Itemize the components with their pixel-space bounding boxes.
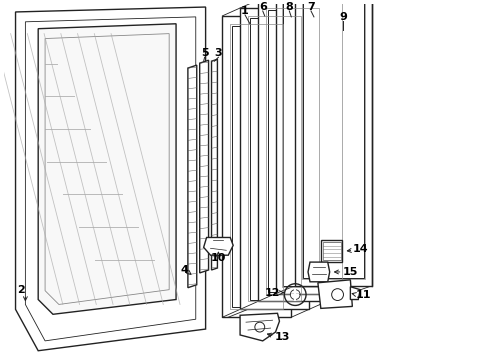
Polygon shape (250, 18, 299, 300)
Text: 4: 4 (180, 265, 188, 275)
Polygon shape (200, 60, 209, 273)
Polygon shape (16, 7, 206, 351)
Polygon shape (188, 65, 197, 288)
Text: 3: 3 (215, 48, 222, 58)
Polygon shape (268, 10, 317, 292)
Polygon shape (303, 0, 364, 278)
Polygon shape (318, 280, 352, 309)
Polygon shape (222, 16, 291, 317)
Polygon shape (240, 8, 309, 309)
Text: 6: 6 (259, 2, 267, 12)
Polygon shape (275, 0, 349, 294)
Text: 11: 11 (355, 289, 371, 300)
Text: 5: 5 (201, 48, 208, 58)
Text: 9: 9 (340, 12, 347, 22)
Text: 1: 1 (241, 6, 249, 16)
Polygon shape (232, 26, 281, 307)
Polygon shape (38, 24, 176, 314)
Polygon shape (258, 0, 327, 301)
Text: 14: 14 (352, 244, 368, 254)
Text: 12: 12 (265, 288, 280, 298)
Polygon shape (321, 240, 343, 262)
Polygon shape (204, 238, 233, 255)
Text: 10: 10 (211, 253, 226, 263)
Polygon shape (308, 262, 330, 282)
Text: 7: 7 (307, 2, 315, 12)
Polygon shape (350, 287, 360, 300)
Text: 15: 15 (343, 267, 358, 277)
Text: 13: 13 (275, 332, 290, 342)
Polygon shape (240, 313, 279, 341)
Text: 2: 2 (18, 285, 25, 295)
Polygon shape (295, 0, 372, 286)
Text: 8: 8 (286, 2, 293, 12)
Polygon shape (212, 59, 218, 270)
Polygon shape (283, 0, 342, 286)
